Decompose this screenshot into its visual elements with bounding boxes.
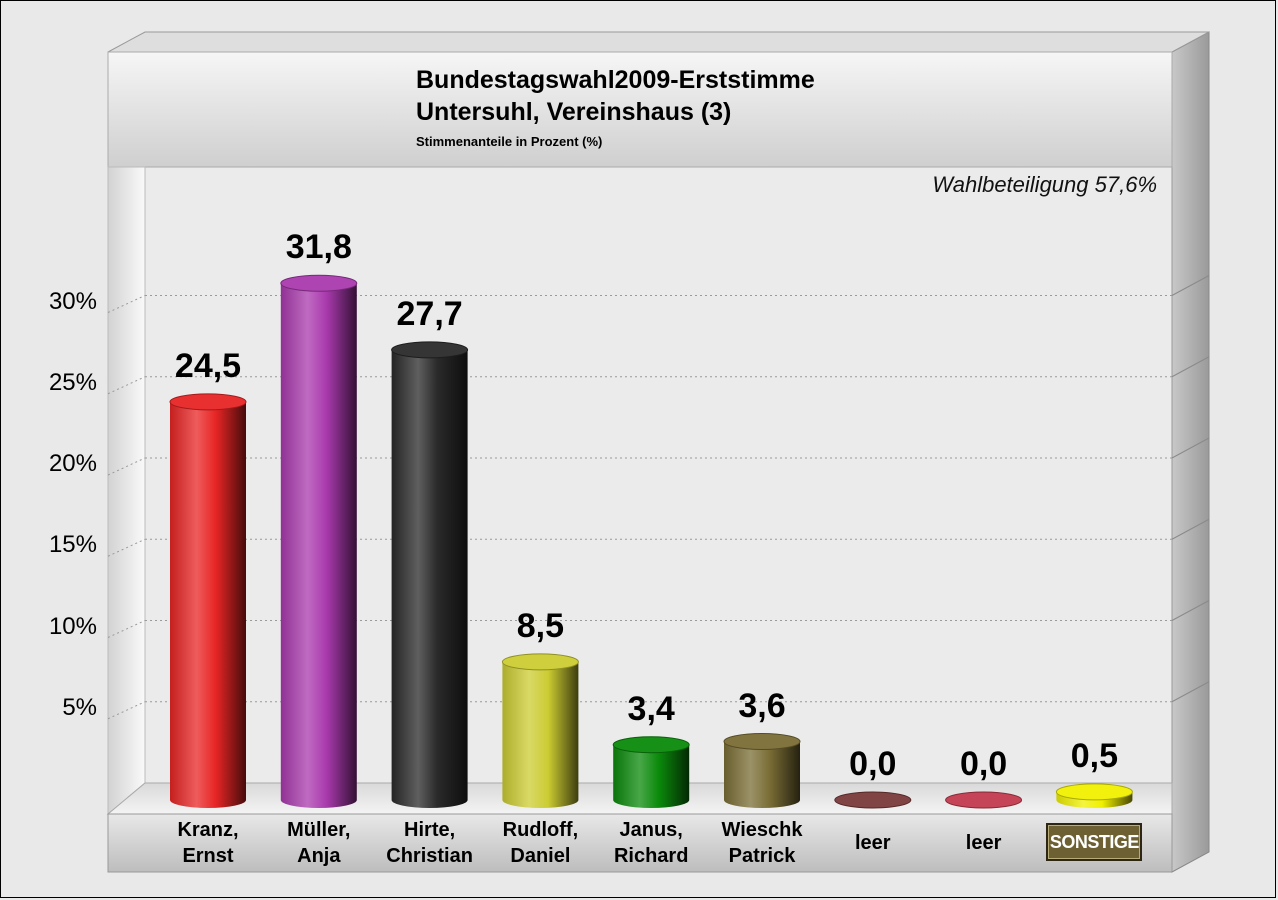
category-label: Rudloff, Daniel	[502, 819, 579, 867]
gridline-wall	[107, 457, 146, 476]
gridline-wall	[107, 295, 146, 313]
bar	[280, 283, 357, 808]
gridline-right	[1171, 681, 1210, 703]
category-label: Hirte, Christian	[386, 819, 473, 867]
value-label: 8,5	[516, 606, 565, 645]
top-face	[107, 31, 1210, 53]
category-label: Wieschk Patrick	[721, 819, 803, 867]
gridline-right	[1171, 518, 1210, 540]
chart-title: Bundestagswahl2009-Erststimme	[416, 66, 815, 94]
value-label: 0,0	[959, 745, 1008, 783]
value-label: 24,5	[174, 346, 242, 385]
value-label: 31,8	[285, 228, 352, 267]
y-tick-label: 25%	[48, 368, 97, 396]
bar	[170, 401, 246, 808]
gridline-wall	[107, 620, 146, 638]
gridline-wall	[107, 538, 146, 557]
bar-cap	[612, 736, 690, 754]
bar	[613, 744, 690, 808]
bar-cap	[391, 341, 469, 359]
bar	[724, 741, 800, 808]
category-label: leer	[965, 832, 1002, 854]
bar-cap	[834, 791, 912, 809]
bar-cap	[723, 733, 801, 750]
turnout-annotation: Wahlbeteiligung 57,6%	[932, 172, 1157, 197]
title-block: Bundestagswahl2009-Erststimme Untersuhl,…	[416, 64, 815, 149]
value-label: 3,6	[738, 686, 786, 725]
category-label: Kranz, Ernst	[177, 819, 239, 867]
category-band	[107, 813, 1173, 873]
value-label: 27,7	[396, 294, 463, 333]
y-tick-label: 15%	[48, 531, 97, 559]
header-band	[107, 51, 1173, 168]
bar-cap	[169, 393, 247, 411]
category-label: leer	[855, 832, 891, 854]
gridline-right	[1171, 600, 1210, 621]
y-tick-label: 5%	[62, 693, 97, 721]
bar-cap	[945, 791, 1023, 809]
category-label: Janus, Richard	[613, 819, 689, 867]
category-badge-sonstige: SONSTIGE	[1046, 823, 1143, 861]
value-label: 0,0	[849, 745, 897, 783]
gridline-wall	[107, 701, 146, 720]
bar-cap	[280, 274, 358, 292]
y-tick-label: 30%	[48, 287, 97, 315]
bar-cap	[501, 653, 579, 671]
category-label: Müller, Anja	[287, 819, 351, 867]
bar	[391, 349, 468, 808]
bar	[502, 661, 579, 808]
y-tick-label: 20%	[48, 450, 97, 477]
chart-note: Stimmenanteile in Prozent (%)	[416, 134, 603, 149]
y-tick-label: 10%	[48, 612, 97, 640]
gridline-right	[1171, 275, 1210, 296]
left-wall	[107, 166, 146, 816]
right-wall	[1171, 31, 1210, 873]
gridline-right	[1171, 356, 1210, 378]
gridline-wall	[107, 376, 146, 395]
value-label: 0,5	[1070, 736, 1119, 775]
bar-cap	[1055, 783, 1133, 801]
chart-subtitle: Untersuhl, Vereinshaus (3)	[416, 98, 732, 126]
gridline-right	[1171, 437, 1210, 459]
value-label: 3,4	[627, 689, 675, 728]
